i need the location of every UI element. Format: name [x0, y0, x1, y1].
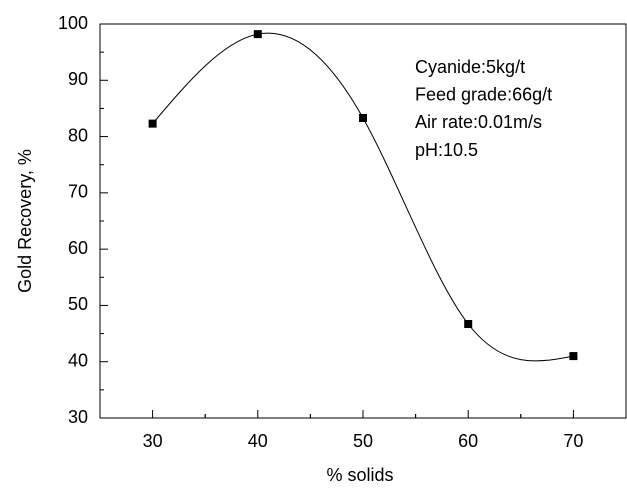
- annotation: Air rate:0.01m/s: [415, 112, 542, 132]
- x-tick-label: 70: [563, 431, 583, 451]
- data-point: [569, 352, 578, 361]
- y-tick-label: 90: [68, 69, 88, 89]
- x-tick-label: 40: [248, 431, 268, 451]
- data-point: [148, 119, 157, 128]
- y-tick-label: 100: [58, 13, 88, 33]
- data-point: [464, 320, 473, 329]
- annotation: Cyanide:5kg/t: [415, 57, 525, 77]
- y-tick-label: 80: [68, 125, 88, 145]
- y-axis-label: Gold Recovery, %: [15, 149, 35, 293]
- x-tick-label: 50: [353, 431, 373, 451]
- x-tick-label: 60: [458, 431, 478, 451]
- fit-curve: [152, 32, 574, 362]
- y-tick-label: 70: [68, 182, 88, 202]
- x-axis-label: % solids: [326, 465, 393, 485]
- y-tick-label: 40: [68, 350, 88, 370]
- x-tick-label: 30: [143, 431, 163, 451]
- plot-frame: [99, 23, 627, 419]
- annotation: Feed grade:66g/t: [415, 84, 552, 104]
- y-tick-label: 50: [68, 294, 88, 314]
- y-tick-label: 60: [68, 238, 88, 258]
- y-tick-label: 30: [68, 407, 88, 427]
- annotation: pH:10.5: [415, 140, 478, 160]
- data-point: [253, 30, 262, 39]
- data-point: [359, 113, 367, 122]
